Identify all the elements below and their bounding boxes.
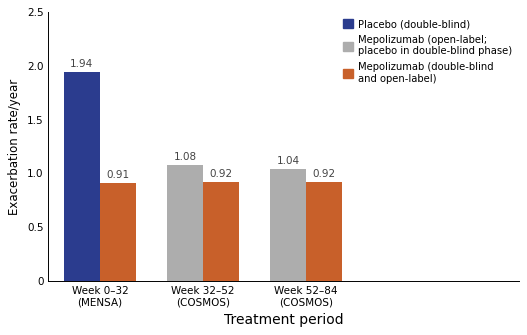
Legend: Placebo (double-blind), Mepolizumab (open-label;
placebo in double-blind phase),: Placebo (double-blind), Mepolizumab (ope… [340,17,514,85]
Text: 1.08: 1.08 [173,151,197,161]
Text: 1.04: 1.04 [277,156,299,166]
Bar [167,165,203,281]
Text: 0.91: 0.91 [106,170,130,180]
Bar [203,182,239,281]
Bar [100,183,136,281]
Text: 0.92: 0.92 [209,169,232,179]
X-axis label: Treatment period: Treatment period [223,313,343,327]
Text: 1.94: 1.94 [70,59,93,69]
Bar [306,182,342,281]
Bar [270,169,306,281]
Y-axis label: Exacerbation rate/year: Exacerbation rate/year [8,78,21,215]
Text: 0.92: 0.92 [313,169,336,179]
Bar [64,72,100,281]
